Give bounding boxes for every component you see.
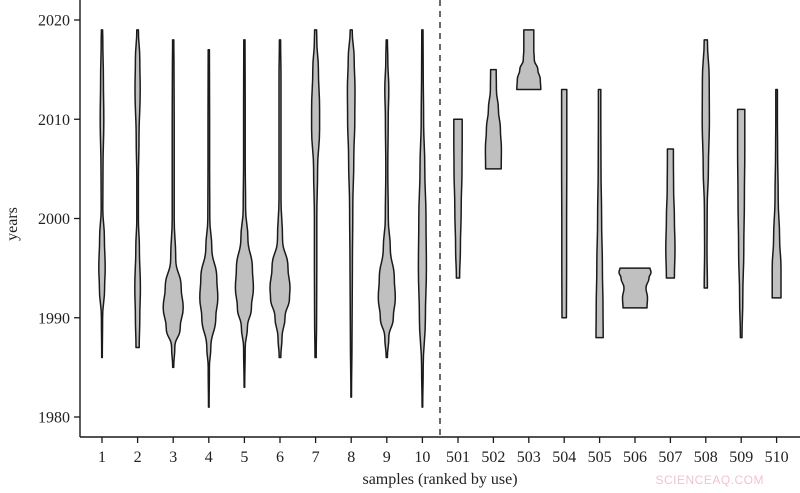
violin-sample-8 [346, 29, 356, 398]
x-tick-label: 506 [623, 449, 647, 466]
y-tick-label: 2000 [38, 211, 70, 228]
y-tick-label: 2010 [38, 112, 70, 129]
y-axis-title: years [4, 207, 21, 241]
x-tick-label: 7 [312, 449, 320, 466]
x-tick-label: 6 [276, 449, 284, 466]
violin-sample-5 [234, 39, 255, 388]
x-tick-label: 504 [552, 449, 576, 466]
x-tick-label: 507 [658, 449, 682, 466]
violin-sample-507 [665, 148, 676, 279]
violin-sample-502 [484, 68, 503, 170]
x-tick-label: 9 [383, 449, 391, 466]
x-axis-ticks: 1 2 3 4 5 6 7 8 9 10 501 502 503 504 505 506 507 508 509 51… [98, 437, 789, 466]
violin-sample-506 [618, 267, 652, 309]
x-tick-label: 503 [517, 449, 541, 466]
x-tick-label: 501 [446, 449, 470, 466]
violin-sample-510 [771, 88, 782, 299]
violin-sample-6 [269, 39, 291, 359]
x-tick-label: 510 [765, 449, 789, 466]
violin-sample-504 [560, 88, 568, 319]
violin-sample-501 [453, 118, 463, 279]
violin-sample-3 [162, 39, 184, 369]
violin-sample-508 [701, 39, 711, 289]
x-axis-title: samples (ranked by use) [362, 471, 517, 488]
x-tick-label: 2 [134, 449, 142, 466]
violin-sample-503 [516, 29, 542, 91]
y-tick-label: 1980 [38, 410, 70, 427]
y-axis-ticks: 1980 1990 2000 2010 2020 [38, 13, 80, 427]
watermark: SCIENCEAQ.COM [655, 473, 764, 487]
x-tick-label: 509 [729, 449, 753, 466]
x-tick-label: 502 [481, 449, 505, 466]
x-tick-label: 4 [205, 449, 213, 466]
x-tick-label: 3 [169, 449, 177, 466]
violin-sample-1 [98, 29, 106, 359]
y-tick-label: 1990 [38, 310, 70, 327]
x-tick-label: 505 [588, 449, 612, 466]
violin-group [98, 29, 782, 408]
violin-sample-9 [377, 39, 397, 359]
violin-sample-4 [199, 49, 219, 408]
x-tick-label: 1 [98, 449, 106, 466]
x-tick-label: 5 [240, 449, 248, 466]
x-tick-label: 10 [414, 449, 430, 466]
x-tick-label: 8 [347, 449, 355, 466]
violin-sample-505 [595, 88, 604, 339]
violin-sample-509 [736, 108, 746, 339]
violin-sample-2 [134, 29, 142, 349]
y-tick-label: 2020 [38, 13, 70, 30]
violin-sample-7 [310, 29, 321, 359]
violin-sample-10 [417, 29, 428, 408]
x-tick-label: 508 [694, 449, 718, 466]
